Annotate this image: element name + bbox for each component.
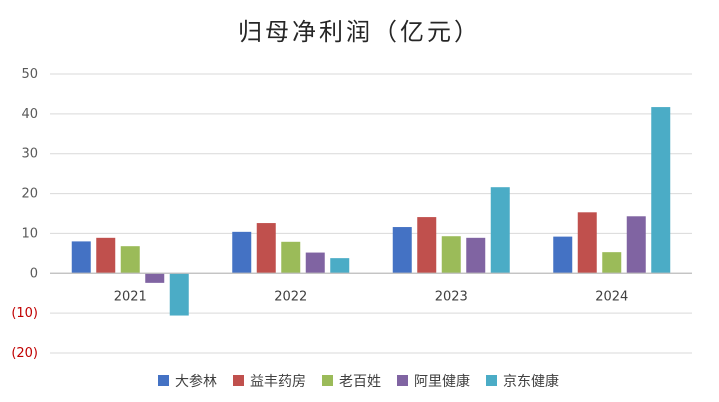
y-tick-label: (20) (11, 346, 38, 361)
bar (96, 237, 116, 274)
y-tick-label: 20 (21, 187, 38, 202)
legend-swatch (486, 375, 497, 386)
x-category-label: 2023 (435, 289, 468, 304)
bar (71, 241, 91, 274)
x-category-label: 2024 (595, 289, 628, 304)
axis-layer: 50 40 30 20 10 0 (10) (20) 2021 2022 2023 2024 (11, 67, 692, 361)
legend-swatch (322, 375, 333, 386)
bar (466, 237, 486, 274)
chart-title: 归母净利润（亿元） (238, 18, 481, 46)
y-tick-label: (10) (11, 306, 38, 321)
legend-label: 大参林 (175, 373, 217, 390)
legend-label: 益丰药房 (250, 374, 306, 390)
legend-label: 阿里健康 (414, 373, 470, 390)
bar (602, 252, 622, 274)
bar (120, 246, 140, 274)
bar (305, 252, 325, 274)
bar (651, 107, 671, 274)
bar (490, 187, 510, 274)
bar-layer (71, 107, 671, 316)
bar (256, 223, 276, 274)
legend-label: 京东健康 (503, 373, 559, 390)
legend-swatch (397, 375, 408, 386)
y-tick-label: 50 (21, 67, 38, 82)
y-tick-label: 10 (21, 226, 38, 241)
bar (553, 236, 573, 274)
legend-swatch (158, 375, 169, 386)
y-tick-label: 40 (21, 107, 38, 122)
bar (330, 258, 350, 274)
x-category-label: 2021 (114, 289, 147, 304)
bar (441, 236, 461, 274)
y-tick-label: 30 (21, 147, 38, 162)
bar (169, 273, 189, 316)
x-category-label: 2022 (274, 289, 307, 304)
bar (626, 216, 646, 274)
bar (577, 212, 597, 274)
bar (417, 217, 437, 274)
legend-swatch (233, 375, 244, 386)
legend-label: 老百姓 (339, 374, 381, 390)
bar (145, 273, 165, 283)
legend-layer: 大参林 益丰药房 老百姓 阿里健康 京东健康 (158, 373, 559, 390)
bar (232, 231, 252, 274)
bar (281, 241, 301, 274)
bar (392, 227, 412, 274)
y-tick-label: 0 (30, 266, 38, 281)
